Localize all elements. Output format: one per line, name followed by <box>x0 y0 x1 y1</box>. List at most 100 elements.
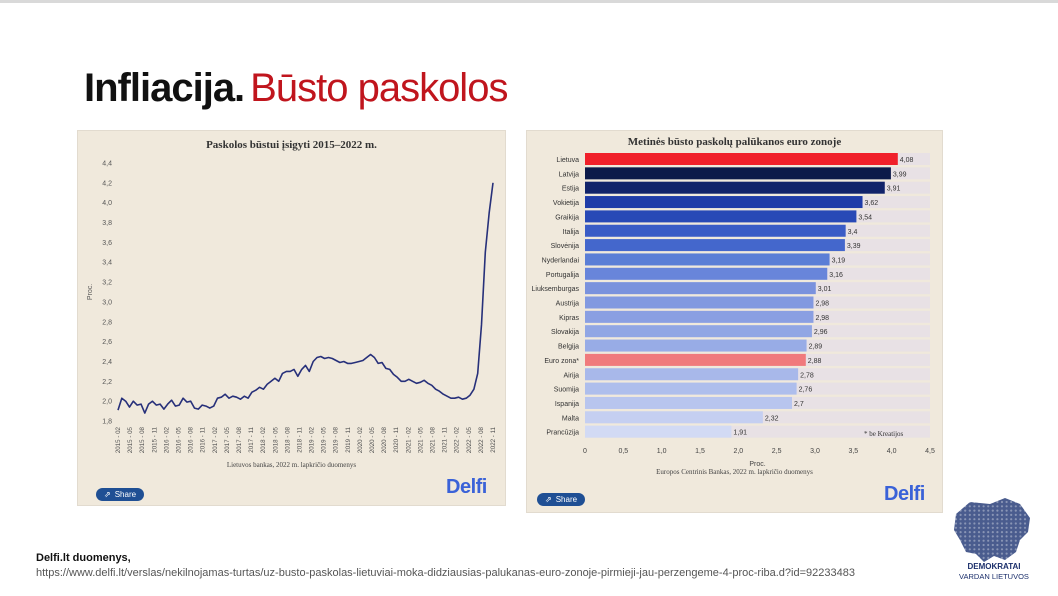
share-button-left[interactable]: ⇗ Share <box>96 488 145 501</box>
logo-dot <box>1019 531 1022 534</box>
bar <box>585 368 799 381</box>
x-tick-label: 2022 - 11 <box>490 426 497 452</box>
logo-dot <box>968 509 971 512</box>
logo-dot <box>1023 518 1027 521</box>
x-tick-label: 2018 - 02 <box>260 426 267 453</box>
logo-dot <box>1014 505 1017 508</box>
logo-dot <box>1000 539 1004 542</box>
slide-title: Infliacija. Būsto paskolos <box>84 66 508 111</box>
title-red: Būsto paskolos <box>250 66 508 110</box>
logo-dot <box>954 522 958 525</box>
logo-dot <box>996 535 999 538</box>
bar-category-label: Airija <box>563 372 579 379</box>
bar <box>585 196 863 209</box>
logo-dot <box>968 518 971 521</box>
bar-value-label: 2,96 <box>814 329 828 336</box>
bar-category-label: Prancūzija <box>546 430 579 437</box>
bar-value-label: 2,88 <box>808 358 822 365</box>
x-tick-label: 2,0 <box>733 448 743 455</box>
logo-dot <box>1023 522 1027 525</box>
logo-dot <box>964 513 967 516</box>
share-icon: ⇗ <box>104 490 111 499</box>
logo-dot <box>996 500 999 504</box>
share-button-right[interactable]: ⇗ Share <box>537 493 586 506</box>
logo-dot <box>987 522 990 525</box>
x-tick-label: 2017 - 08 <box>236 426 243 453</box>
bar-value-label: 3,99 <box>893 171 907 178</box>
line-chart: 1,8 2,0 2,2 2,4 2,6 2,8 3,0 3,2 3,4 3,6 3,8 4,0 4,2 4… <box>87 161 497 454</box>
x-tick-label: 2022 - 02 <box>454 426 461 453</box>
x-tick-label: 0,5 <box>618 448 628 455</box>
logo-dot <box>964 531 967 534</box>
delfi-logo-left[interactable]: Delfi <box>446 476 487 498</box>
bar-value-label: 2,89 <box>809 344 823 351</box>
footer-url[interactable]: https://www.delfi.lt/verslas/nekilnojama… <box>36 567 855 579</box>
logo-dot <box>996 539 999 542</box>
y-tick-label: 3,2 <box>102 280 112 287</box>
logo-dot <box>1000 535 1004 538</box>
x-tick-label: 2016 - 11 <box>200 426 207 452</box>
bar-category-label: Euro zona* <box>544 358 579 365</box>
bar-category-label: Lietuva <box>556 157 579 164</box>
x-tick-label: 2019 - 05 <box>321 426 328 453</box>
logo-dot <box>996 509 999 512</box>
share-label: Share <box>114 490 137 499</box>
logo-dot <box>977 539 981 542</box>
logo-dot <box>996 552 999 555</box>
bar-category-label: Slovėnija <box>551 243 580 250</box>
x-tick-label: 2016 - 02 <box>163 426 170 453</box>
logo-dot <box>954 552 958 555</box>
logo-dot <box>954 513 958 516</box>
line-chart-panel: Paskolos būstui įsigyti 2015–2022 m. 1,8… <box>77 130 506 506</box>
bar <box>585 382 797 395</box>
delfi-logo-right[interactable]: Delfi <box>884 483 925 505</box>
logo-dot <box>1005 539 1008 542</box>
logo-dot <box>954 531 958 534</box>
logo-dot <box>987 518 990 521</box>
logo-dot <box>959 505 962 508</box>
bar-chart-title: Metinės būsto paskolų palūkanos euro zon… <box>627 136 842 148</box>
logo-dot <box>973 509 976 512</box>
logo-dot <box>977 535 981 538</box>
logo-dot <box>987 548 990 551</box>
logo-dot <box>1014 552 1017 555</box>
logo-dot <box>996 548 999 551</box>
logo-dot <box>1005 526 1008 529</box>
logo-dot <box>1010 513 1013 516</box>
logo-dot <box>1014 500 1017 504</box>
logo-dot <box>1014 526 1017 529</box>
logo-dot <box>1014 531 1017 534</box>
bar-category-label: Malta <box>562 415 579 422</box>
bar-chart-note: * be Kreatijos <box>864 430 904 438</box>
logo-dot <box>1014 556 1017 559</box>
logo-dot <box>1005 509 1008 512</box>
logo-dot <box>973 543 976 547</box>
logo-dot <box>987 531 990 534</box>
logo-dot <box>1010 552 1013 555</box>
logo-dot <box>982 526 985 529</box>
logo-dot <box>973 531 976 534</box>
bar <box>585 253 830 266</box>
bar-value-label: 3,91 <box>887 186 901 193</box>
share-icon: ⇗ <box>545 495 552 504</box>
logo-dot <box>977 509 981 512</box>
logo-dot <box>982 518 985 521</box>
logo-dot <box>991 539 994 542</box>
logo-dot <box>1000 531 1004 534</box>
logo-dot <box>991 526 994 529</box>
logo-dot <box>954 500 958 504</box>
logo-dot <box>1000 522 1004 525</box>
bar-value-label: 1,91 <box>733 430 747 437</box>
logo-dot <box>1005 522 1008 525</box>
logo-dot <box>1014 543 1017 547</box>
bar-value-label: 3,19 <box>832 257 846 264</box>
logo-dot <box>1000 518 1004 521</box>
logo-dot <box>964 500 967 504</box>
bar <box>585 153 898 165</box>
logo-dot <box>987 509 990 512</box>
logo-text-line1: DEMOKRATAI <box>967 562 1021 571</box>
logo-dot <box>1000 509 1004 512</box>
logo-dot <box>973 518 976 521</box>
x-tick-label: 2017 - 05 <box>224 426 231 453</box>
x-tick-label: 2021 - 08 <box>430 426 437 453</box>
